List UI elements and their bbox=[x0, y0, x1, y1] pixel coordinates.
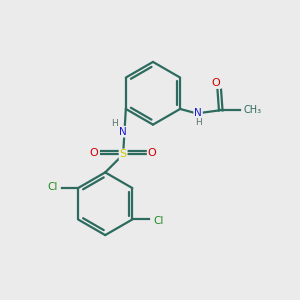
Text: N: N bbox=[194, 108, 202, 118]
Text: O: O bbox=[90, 148, 98, 158]
Text: Cl: Cl bbox=[47, 182, 58, 192]
Text: CH₃: CH₃ bbox=[243, 105, 262, 116]
Text: N: N bbox=[119, 127, 127, 137]
Text: O: O bbox=[148, 148, 157, 158]
Text: H: H bbox=[111, 119, 117, 128]
Text: O: O bbox=[212, 78, 220, 88]
Text: S: S bbox=[120, 149, 127, 160]
Text: Cl: Cl bbox=[153, 216, 164, 226]
Text: H: H bbox=[195, 118, 201, 127]
